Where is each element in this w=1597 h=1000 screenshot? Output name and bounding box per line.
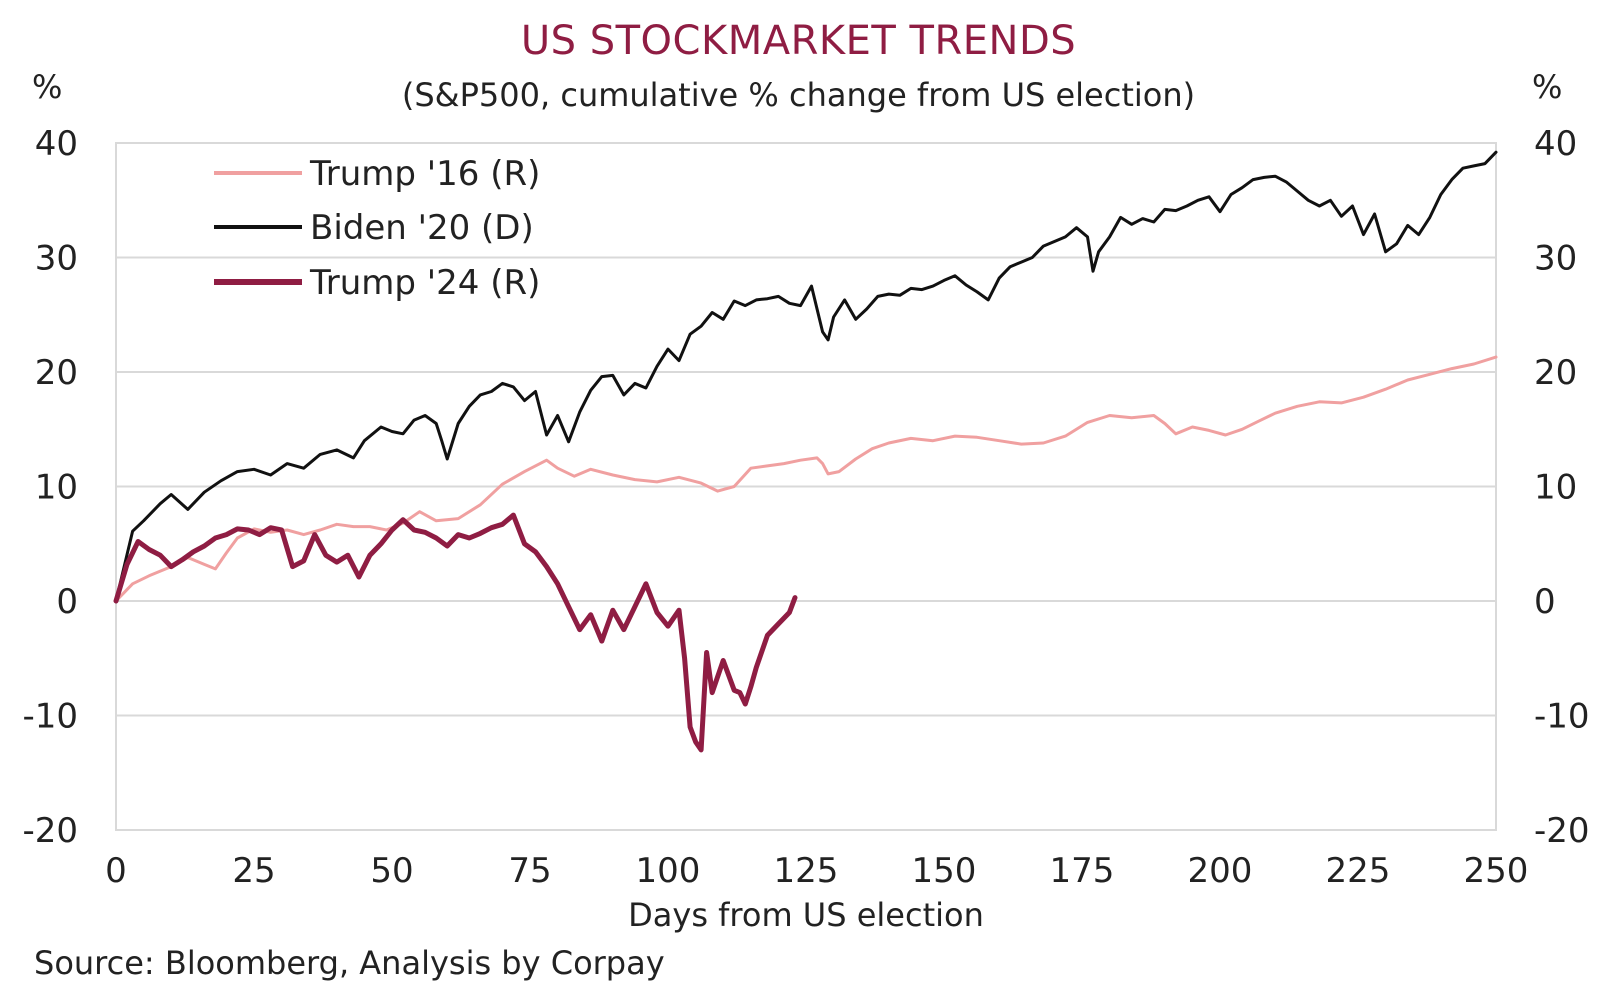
x-tick-label: 0 [105,851,127,891]
x-tick-label: 125 [774,851,839,891]
y-tick-label-right: 0 [1534,582,1556,622]
left-axis-unit: % [32,68,63,106]
legend-label: Biden '20 (D) [310,208,534,248]
x-tick-label: 25 [232,851,275,891]
chart-subtitle: (S&P500, cumulative % change from US ele… [401,76,1196,114]
x-tick-label: 100 [636,851,701,891]
y-tick-label-right: -10 [1534,697,1590,737]
x-tick-label: 225 [1326,851,1391,891]
y-tick-label-left: -10 [22,697,78,737]
y-tick-label-left: 0 [56,582,78,622]
y-tick-label-left: 10 [35,468,78,508]
right-axis-unit: % [1532,68,1563,106]
series-line [114,355,1498,603]
y-tick-label-left: -20 [22,811,78,851]
x-tick-label: 50 [370,851,413,891]
series-lines [113,150,1498,753]
y-tick-label-right: 10 [1534,468,1577,508]
y-tick-label-right: 30 [1534,239,1577,279]
plot-area [115,142,1497,831]
y-tick-label-left: 40 [35,124,78,164]
x-tick-label: 175 [1050,851,1115,891]
legend: Trump '16 (R) Biden '20 (D) Trump '24 (R) [214,154,540,303]
x-tick-label: 200 [1188,851,1253,891]
series-line [113,512,798,753]
legend-label: Trump '16 (R) [309,154,540,194]
y-axis-left: 40 30 20 10 0 -10 -20 [22,124,78,851]
chart-title: US STOCKMARKET TRENDS [520,18,1077,64]
y-tick-label-right: 40 [1534,124,1577,164]
y-tick-label-right: 20 [1534,353,1577,393]
y-tick-label-left: 20 [35,353,78,393]
y-tick-label-left: 30 [35,239,78,279]
y-tick-label-right: -20 [1534,811,1590,851]
x-axis: 0 25 50 75 100 125 150 175 200 225 250 [105,851,1528,891]
x-axis-title: Days from US election [628,896,984,934]
x-tick-label: 75 [508,851,551,891]
x-tick-label: 150 [912,851,977,891]
y-axis-right: 40 30 20 10 0 -10 -20 [1534,124,1590,851]
x-tick-label: 250 [1464,851,1529,891]
legend-label: Trump '24 (R) [309,263,540,303]
source-note: Source: Bloomberg, Analysis by Corpay [34,944,665,982]
series-line [114,150,1498,603]
